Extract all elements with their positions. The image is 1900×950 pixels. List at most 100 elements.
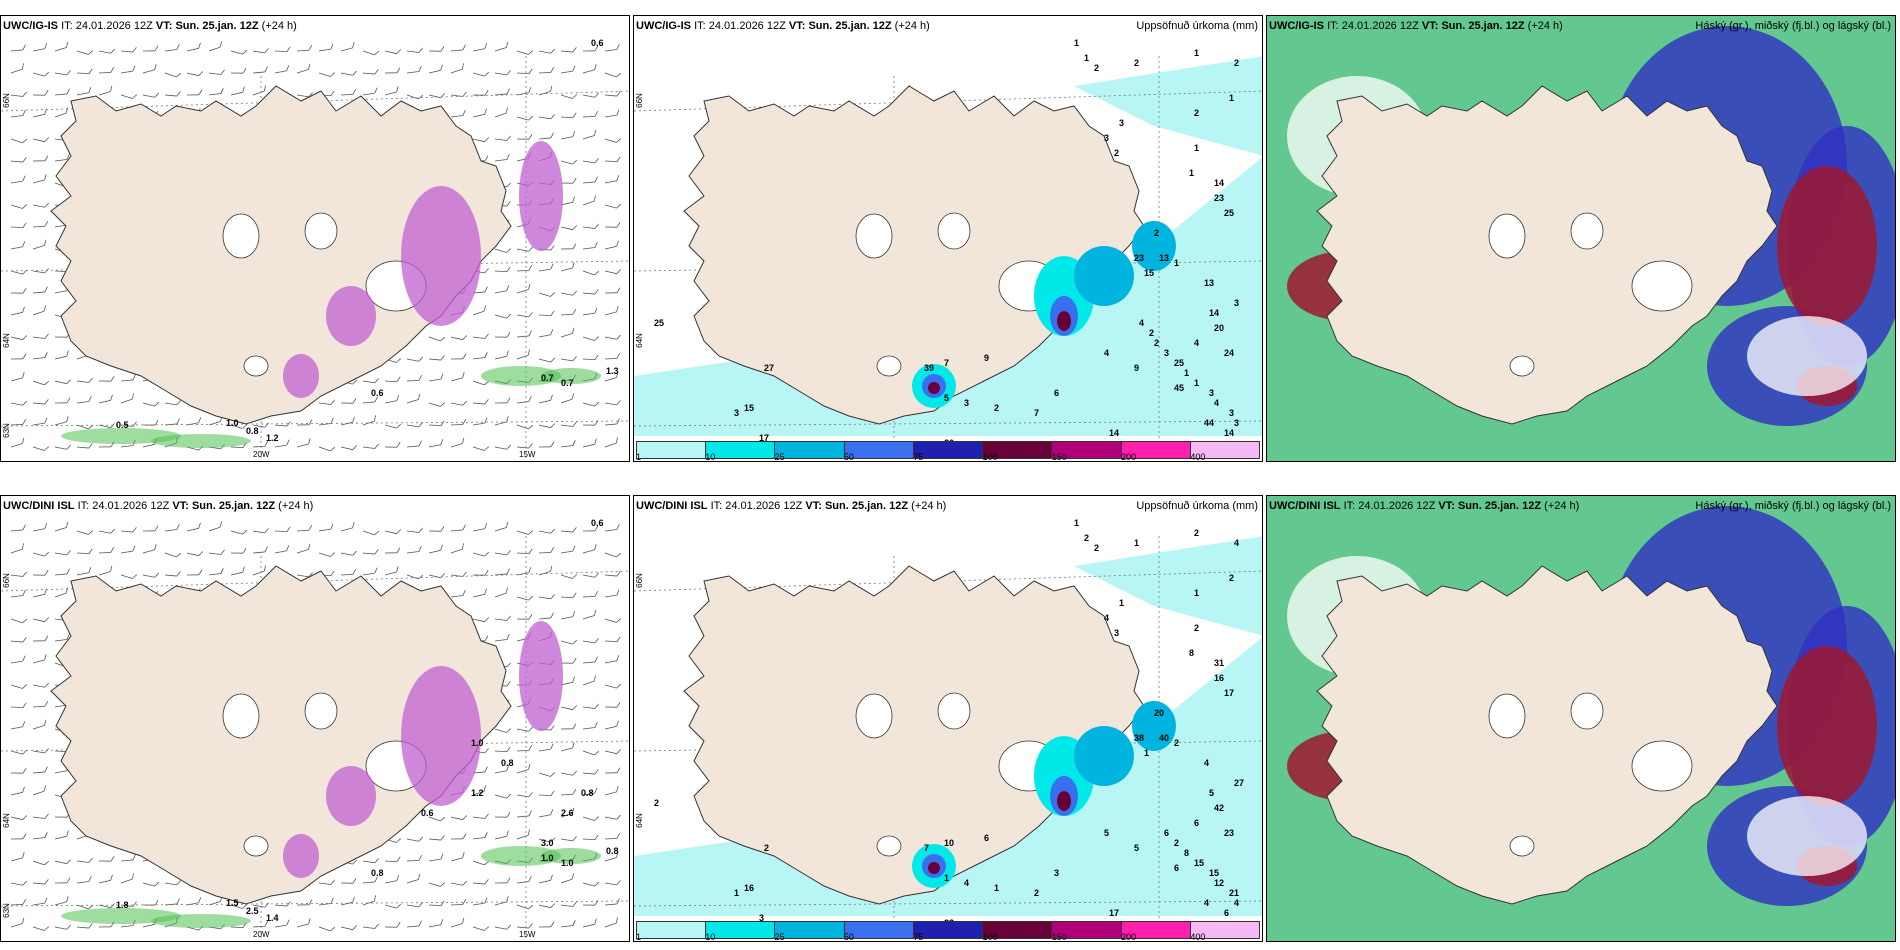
- wind-barb: [384, 67, 401, 74]
- colorbar-segment: [1052, 442, 1122, 458]
- value-label: 4: [1104, 348, 1109, 358]
- value-label: 3: [1104, 133, 1109, 143]
- wind-barb: [582, 289, 599, 295]
- panel-right-title: Uppsöfnuð úrkoma (mm): [1136, 20, 1258, 32]
- value-label: 0.5: [116, 420, 129, 430]
- wind-barb: [538, 612, 554, 620]
- wind-barb: [208, 41, 222, 52]
- wind-barb: [494, 746, 511, 753]
- value-label: 15: [744, 403, 754, 413]
- value-label: 17: [1224, 688, 1234, 698]
- value-label: 0.8: [581, 788, 594, 798]
- wind-barb: [32, 617, 50, 623]
- value-label: 5: [1209, 788, 1214, 798]
- value-label: 2: [764, 843, 769, 853]
- wind-barb: [472, 137, 490, 143]
- wind-barb: [32, 90, 49, 96]
- wind-barb: [494, 521, 509, 532]
- wind-barb: [98, 565, 113, 576]
- wind-barb: [406, 920, 422, 928]
- value-label: 4: [1139, 318, 1144, 328]
- panel-lead: (+24 h): [261, 20, 297, 32]
- wind-barb: [406, 836, 423, 842]
- rain-area: [151, 914, 251, 928]
- wind-barb: [76, 50, 94, 55]
- wind-barb: [230, 529, 248, 535]
- panel-vt-value: Sun. 25.jan. 12Z: [1457, 500, 1542, 512]
- wind-barb: [560, 789, 577, 796]
- clear-sky-area: [1747, 316, 1867, 396]
- wind-barb: [582, 787, 598, 796]
- wind-barb: [604, 371, 619, 382]
- wind-barb: [428, 816, 446, 822]
- glacier: [1509, 835, 1535, 857]
- snow-area: [326, 766, 376, 826]
- wind-barb: [428, 919, 444, 928]
- wind-barb: [164, 571, 181, 577]
- value-label: 1.2: [471, 788, 484, 798]
- wind-barb: [516, 567, 532, 576]
- wind-barb: [516, 792, 533, 798]
- wind-barb: [516, 745, 533, 752]
- wind-barb: [54, 397, 71, 404]
- wind-barb: [406, 47, 423, 53]
- snow-area: [519, 621, 563, 731]
- value-label: 6: [1194, 818, 1199, 828]
- wind-barb: [516, 530, 534, 535]
- wind-barb: [560, 770, 577, 776]
- snow-area: [283, 354, 319, 398]
- colorbar-label: 10: [705, 452, 716, 462]
- wind-barb: [54, 154, 70, 162]
- wind-barb: [450, 543, 464, 554]
- colorbar-segment: [775, 442, 845, 458]
- wind-barb: [560, 112, 577, 119]
- panel-lead: (+24 h): [1544, 500, 1580, 512]
- wind-barb: [494, 350, 509, 360]
- wind-barb: [120, 374, 136, 382]
- precip-area: [928, 382, 940, 394]
- wind-barb: [32, 239, 47, 250]
- panel-it-label: IT:: [61, 20, 73, 32]
- wind-barb: [164, 72, 182, 78]
- map-canvas: [1267, 16, 1895, 461]
- rain-area: [481, 366, 561, 386]
- wind-barb: [604, 720, 619, 730]
- value-label: 14: [1109, 428, 1119, 438]
- snow-area: [283, 834, 319, 878]
- wind-barb: [494, 444, 511, 450]
- panel-right-title: Uppsöfnuð úrkoma (mm): [1136, 500, 1258, 512]
- panel-header: UWC/IG-IS IT: 24.01.2026 12Z VT: Sun. 25…: [636, 20, 930, 32]
- wind-barb: [406, 375, 423, 382]
- value-label: 20: [1154, 708, 1164, 718]
- wind-barb: [252, 902, 269, 908]
- wind-barb: [230, 86, 245, 96]
- wind-barb: [186, 569, 203, 576]
- wind-barb: [32, 174, 47, 184]
- wind-barb: [362, 443, 379, 449]
- value-label: 16: [1214, 673, 1224, 683]
- value-label: 1: [1134, 538, 1139, 548]
- wind-barb: [604, 833, 621, 840]
- panel-top-middle: 1 1 2 2 1 2 1 2 3 3 2 1 1 14 23 25 2 13 23 1 15 13 14 20 3 24 4 45 4…: [633, 15, 1263, 462]
- wind-barb: [142, 525, 159, 532]
- wind-barb: [560, 592, 577, 599]
- panel-bottom-middle: 1 2 2 1 2 4 2 1 1 4 3 2 8 31 16 17 20 40 38 2 1 4 5 42 27 23 6 6 4 7 1…: [633, 495, 1263, 942]
- colorbar-label: 1: [636, 932, 642, 942]
- precip-area: [1057, 311, 1071, 331]
- value-label: 2.5: [246, 906, 259, 916]
- low-cloud-area: [1777, 646, 1877, 806]
- wind-barb: [604, 175, 620, 184]
- wind-barb: [120, 574, 138, 579]
- wind-barb: [472, 570, 489, 576]
- wind-barb: [494, 397, 511, 404]
- wind-barb: [428, 882, 446, 887]
- wind-barb: [32, 380, 50, 386]
- wind-barb: [186, 417, 202, 426]
- wind-barb: [318, 879, 335, 885]
- value-label: 3: [1234, 298, 1239, 308]
- colorbar-segment: [1190, 922, 1259, 938]
- wind-barb: [406, 527, 423, 533]
- wind-barb: [494, 924, 511, 930]
- wind-barb: [604, 524, 620, 532]
- wind-barb: [252, 85, 266, 96]
